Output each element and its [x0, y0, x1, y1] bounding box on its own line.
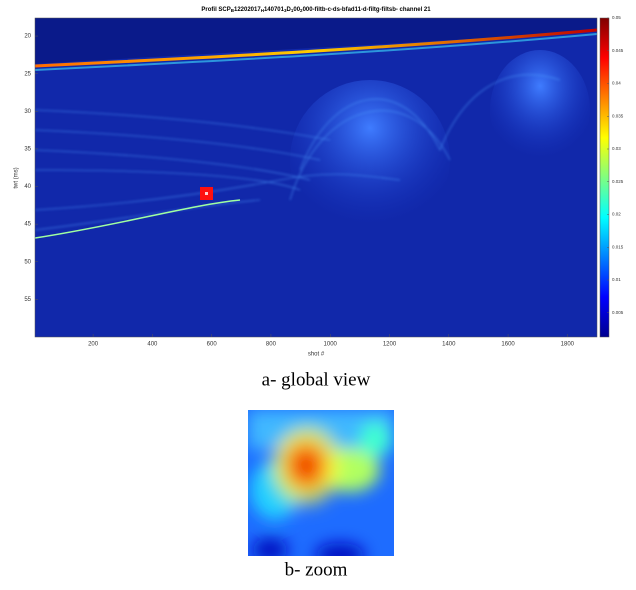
colorbar [599, 17, 610, 338]
x-tick-label: 1800 [561, 342, 575, 348]
x-tick-label: 800 [266, 342, 277, 348]
caption: b- zoom [285, 559, 348, 580]
colorbar-tick-label: 0.015 [612, 244, 624, 249]
colorbar-tick-label: 0.025 [612, 179, 624, 184]
colorbar-tick-label: 0.02 [612, 212, 621, 217]
y-tick-label: 45 [24, 222, 31, 228]
y-tick-label: 30 [24, 109, 31, 115]
title-part: 2 [300, 8, 303, 13]
seismic-image [34, 18, 598, 337]
title-part: D [287, 7, 292, 13]
x-tick-label: 1200 [383, 342, 397, 348]
title-part: H [261, 8, 264, 13]
colorbar-tick-label: 0.03 [612, 146, 621, 151]
colorbar-tick-label: 0.045 [612, 48, 624, 53]
y-tick-label: 50 [24, 259, 31, 265]
y-tick-label: 40 [24, 184, 31, 190]
colorbar-tick-label: 0.01 [612, 277, 621, 282]
y-tick-label: 25 [24, 71, 31, 77]
x-tick-label: 1400 [442, 342, 456, 348]
chart-title: Profil SCPB12202017H1407013D1002000-filt… [201, 7, 431, 14]
colorbar-tick-label: 0.035 [612, 113, 624, 118]
x-axis-label: shot # [308, 352, 325, 358]
title-part: 3 [284, 8, 287, 13]
y-axis-label: twt (ms) [14, 167, 20, 188]
title-part: 1 [291, 8, 294, 13]
y-tick-label: 55 [24, 297, 31, 303]
y-tick-label: 35 [24, 146, 31, 152]
y-tick-label: 20 [24, 34, 31, 40]
title-part: 000-filtb-c-ds-bfad11-d-filtg-filtsb- ch… [303, 7, 432, 13]
title-part: Profil SCP [201, 7, 230, 13]
x-tick-label: 1000 [324, 342, 338, 348]
x-tick-label: 200 [88, 342, 99, 348]
title-part: 140701 [264, 7, 285, 13]
colorbar-tick-label: 0.005 [612, 310, 624, 315]
x-tick-label: 600 [207, 342, 218, 348]
zoom-image [248, 410, 394, 556]
caption: a- global view [262, 369, 371, 390]
title-part: 12202017 [234, 7, 261, 13]
x-tick-label: 1600 [501, 342, 515, 348]
title-part: 00 [293, 7, 300, 13]
colorbar-tick-label: 0.05 [612, 15, 621, 20]
title-part: B [231, 8, 235, 13]
plot-frame [34, 17, 598, 338]
x-tick-label: 400 [147, 342, 158, 348]
colorbar-tick-label: 0.04 [612, 81, 621, 86]
